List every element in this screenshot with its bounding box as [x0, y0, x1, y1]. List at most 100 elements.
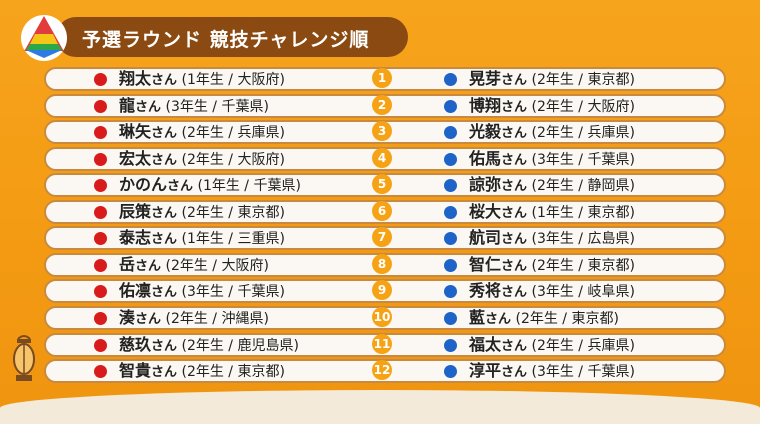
- competitor-info: (1年生 / 大阪府): [181, 72, 285, 88]
- order-number: 12: [372, 360, 392, 381]
- competitor-name: かのん: [119, 175, 168, 195]
- list-item: 翔太さん (1年生 / 大阪府) 1 晃芽さん (2年生 / 東京都): [44, 67, 726, 91]
- order-number: 3: [372, 121, 392, 142]
- competitor-name: 佑凛: [119, 281, 152, 301]
- competitor-info: (2年生 / 東京都): [531, 72, 635, 88]
- competitor-name: 光毅: [469, 122, 502, 142]
- competitor-name: 佑馬: [469, 148, 502, 168]
- honorific: さん: [151, 365, 178, 381]
- competitor-name: 龍: [119, 95, 136, 115]
- order-number: 6: [372, 200, 392, 221]
- order-number: 10: [372, 306, 392, 327]
- blue-team-dot-icon: [444, 152, 457, 166]
- page-title: 予選ラウンド 競技チャレンジ順: [82, 29, 370, 51]
- left-competitor: 翔太さん (1年生 / 大阪府): [119, 69, 285, 89]
- list-item: 琳矢さん (2年生 / 兵庫県) 3 光毅さん (2年生 / 兵庫県): [44, 120, 726, 145]
- list-item: 岳さん (2年生 / 大阪府) 8 智仁さん (2年生 / 東京都): [44, 252, 726, 277]
- competitor-info: (2年生 / 静岡県): [531, 178, 635, 195]
- red-team-dot-icon: [94, 258, 107, 272]
- left-competitor: 宏太さん (2年生 / 大阪府): [119, 149, 285, 169]
- order-number: 8: [372, 253, 392, 274]
- competitor-name: 泰志: [119, 228, 152, 248]
- competitor-name: 航司: [469, 228, 502, 248]
- list-item: 慈玖さん (2年生 / 鹿児島県) 11 福太さん (2年生 / 兵庫県): [44, 332, 726, 357]
- program-logo-icon: [21, 15, 67, 61]
- competitor-name: 岳: [119, 254, 136, 274]
- right-competitor: 博翔さん (2年生 / 大阪府): [469, 96, 635, 116]
- left-competitor: 慈玖さん (2年生 / 鹿児島県): [119, 335, 299, 355]
- order-number: 1: [372, 68, 392, 88]
- competitor-name: 博翔: [469, 95, 502, 115]
- red-team-dot-icon: [94, 99, 107, 113]
- competitor-name: 藍: [469, 307, 486, 327]
- right-competitor: 智仁さん (2年生 / 東京都): [469, 255, 635, 275]
- competitor-info: (3年生 / 岐阜県): [531, 284, 635, 301]
- right-competitor: 藍さん (2年生 / 東京都): [469, 308, 619, 328]
- left-competitor: かのんさん (1年生 / 千葉県): [119, 175, 301, 195]
- order-number: 7: [372, 227, 392, 248]
- competitor-name: 辰策: [119, 201, 152, 221]
- blue-team-dot-icon: [444, 365, 457, 379]
- right-competitor: 光毅さん (2年生 / 兵庫県): [469, 122, 635, 142]
- competitor-info: (2年生 / 兵庫県): [531, 125, 635, 142]
- blue-team-dot-icon: [444, 126, 457, 140]
- right-competitor: 秀将さん (3年生 / 岐阜県): [469, 281, 635, 301]
- competitor-info: (2年生 / 東京都): [531, 257, 635, 274]
- competitor-info: (2年生 / 東京都): [515, 310, 619, 327]
- order-number: 4: [372, 147, 392, 168]
- competitor-info: (3年生 / 広島県): [531, 231, 635, 248]
- blue-team-dot-icon: [444, 311, 457, 325]
- title-banner: 予選ラウンド 競技チャレンジ順: [56, 17, 408, 57]
- left-competitor: 智貴さん (2年生 / 東京都): [119, 361, 285, 381]
- competitor-info: (2年生 / 鹿児島県): [181, 337, 299, 354]
- left-competitor: 龍さん (3年生 / 千葉県): [119, 96, 269, 116]
- honorific: さん: [151, 285, 178, 301]
- lantern-decoration-icon: [13, 335, 35, 381]
- right-competitor: 桜大さん (1年生 / 東京都): [469, 202, 635, 222]
- list-item: 宏太さん (2年生 / 大阪府) 4 佑馬さん (3年生 / 千葉県): [44, 146, 726, 171]
- red-team-dot-icon: [94, 152, 107, 166]
- competitor-info: (2年生 / 大阪府): [531, 98, 635, 115]
- blue-team-dot-icon: [444, 232, 457, 246]
- honorific: さん: [501, 338, 528, 354]
- red-team-dot-icon: [94, 365, 107, 379]
- list-item: 湊さん (2年生 / 沖縄県) 10 藍さん (2年生 / 東京都): [44, 305, 726, 330]
- competitor-info: (2年生 / 兵庫県): [531, 337, 635, 354]
- honorific: さん: [135, 311, 162, 327]
- honorific: さん: [167, 179, 194, 195]
- competitor-name: 智貴: [119, 361, 152, 381]
- competitor-name: 秀将: [469, 281, 502, 301]
- honorific: さん: [151, 338, 178, 354]
- honorific: さん: [501, 232, 528, 248]
- left-competitor: 岳さん (2年生 / 大阪府): [119, 255, 269, 275]
- honorific: さん: [501, 365, 528, 381]
- competitor-info: (1年生 / 三重県): [181, 231, 285, 248]
- competitor-name: 慈玖: [119, 334, 152, 354]
- honorific: さん: [135, 258, 162, 274]
- honorific: さん: [151, 152, 178, 168]
- order-number: 9: [372, 280, 392, 301]
- honorific: さん: [501, 179, 528, 195]
- order-number: 11: [372, 333, 392, 354]
- honorific: さん: [135, 99, 162, 115]
- order-number: 5: [372, 174, 392, 195]
- competitor-info: (2年生 / 大阪府): [181, 151, 285, 168]
- right-competitor: 淳平さん (3年生 / 千葉県): [469, 361, 635, 381]
- competitor-info: (2年生 / 兵庫県): [181, 125, 285, 142]
- honorific: さん: [151, 232, 178, 248]
- list-item: 泰志さん (1年生 / 三重県) 7 航司さん (3年生 / 広島県): [44, 226, 726, 251]
- list-item: かのんさん (1年生 / 千葉県) 5 諒弥さん (2年生 / 静岡県): [44, 173, 726, 198]
- competitor-name: 桜大: [469, 201, 502, 221]
- honorific: さん: [501, 258, 528, 274]
- left-competitor: 佑凛さん (3年生 / 千葉県): [119, 281, 285, 301]
- order-number: 2: [372, 94, 392, 115]
- competitor-name: 琳矢: [119, 122, 152, 142]
- honorific: さん: [501, 152, 528, 168]
- blue-team-dot-icon: [444, 285, 457, 299]
- red-team-dot-icon: [94, 311, 107, 325]
- competitor-name: 淳平: [469, 361, 502, 381]
- honorific: さん: [151, 126, 178, 142]
- competitor-name: 宏太: [119, 148, 152, 168]
- red-team-dot-icon: [94, 205, 107, 219]
- competitor-name: 湊: [119, 307, 136, 327]
